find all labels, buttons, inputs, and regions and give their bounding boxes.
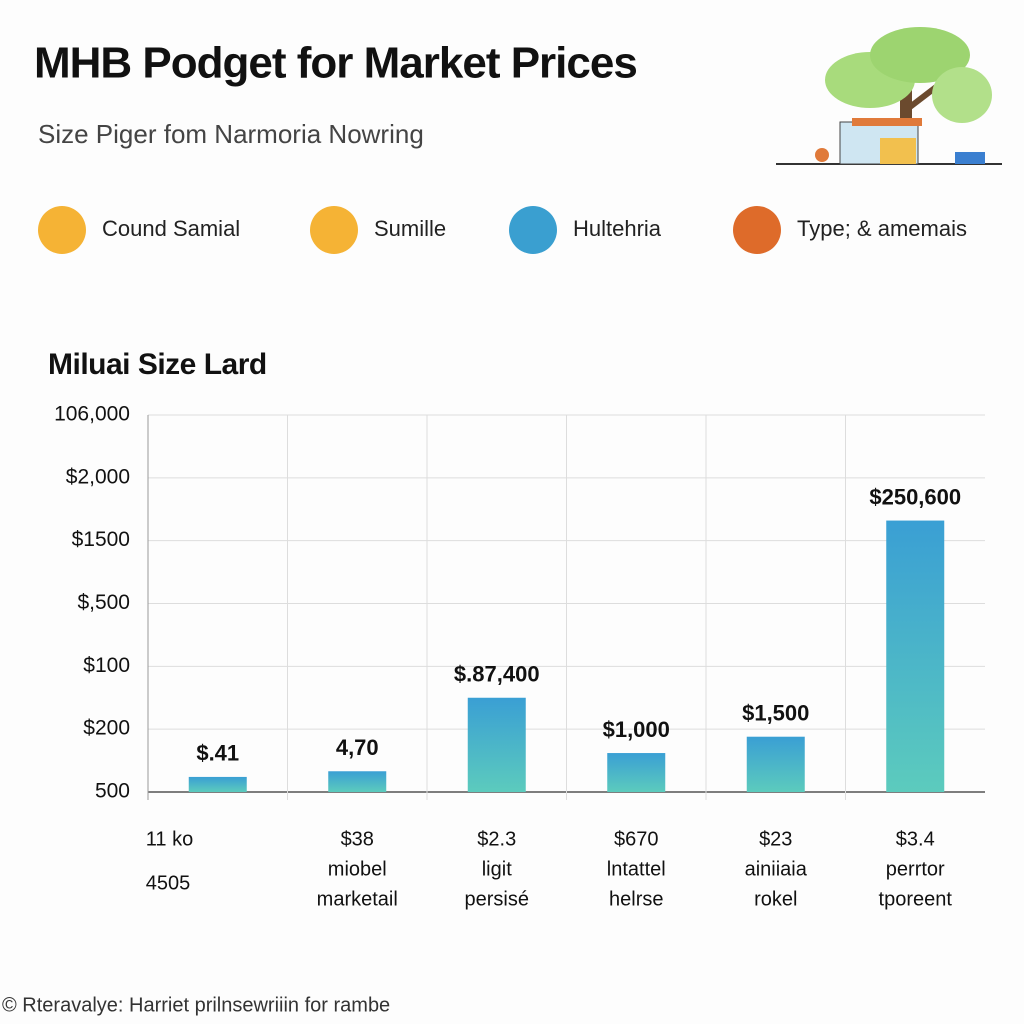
- bar: [607, 753, 666, 792]
- data-label: $250,600: [869, 484, 961, 509]
- x-tick-label: miobel: [328, 858, 387, 880]
- legend-label: Type; & amemais: [797, 216, 967, 241]
- legend-swatch: [733, 206, 781, 254]
- x-tick-label: $2.3: [477, 828, 516, 850]
- footer: © Rteravalye: Harriet prilnsewriiin for …: [2, 994, 390, 1016]
- bar: [746, 736, 805, 792]
- x-tick-label: marketail: [317, 888, 398, 910]
- legend-label: Hultehria: [573, 216, 662, 241]
- illustration: [776, 27, 1002, 165]
- legend-label: Cound Samial: [102, 216, 240, 241]
- x-tick-label: $670: [614, 828, 659, 850]
- x-tick-label: $3.4: [896, 828, 935, 850]
- chart-title: Miluai Size Lard: [48, 348, 267, 381]
- x-tick-label: $23: [759, 828, 792, 850]
- data-label: $1,500: [742, 701, 809, 726]
- data-label: $1,000: [603, 717, 670, 742]
- legend-swatch: [509, 206, 557, 254]
- x-tick-label: persisé: [465, 888, 529, 910]
- y-tick-label: $100: [83, 654, 130, 677]
- y-tick-label: $1500: [72, 528, 130, 551]
- x-tick-label: helrse: [609, 888, 663, 910]
- title: MHB Podget for Market Prices: [34, 39, 637, 88]
- bar: [328, 771, 387, 792]
- x-tick-label: $38: [341, 828, 374, 850]
- y-tick-label: $2,000: [66, 465, 130, 488]
- x-tick-label: perrtor: [886, 858, 945, 880]
- x-tick-label: 11 ko: [146, 828, 193, 850]
- legend-label: Sumille: [374, 216, 446, 241]
- bar: [467, 697, 526, 792]
- y-tick-label: $,500: [77, 591, 130, 614]
- data-label: $.87,400: [454, 662, 540, 687]
- y-tick-label: 500: [95, 780, 130, 803]
- x-tick-label: ainiiaia: [745, 858, 808, 880]
- subtitle: Size Piger fom Narmoria Nowring: [38, 119, 424, 149]
- legend-swatch: [310, 206, 358, 254]
- x-tick-label: tporeent: [879, 888, 953, 910]
- y-tick-label: $200: [83, 717, 130, 740]
- data-label: $.41: [196, 741, 239, 766]
- data-label: 4,70: [336, 735, 379, 760]
- x-tick-label: lntattel: [607, 858, 666, 880]
- x-tick-label: rokel: [754, 888, 797, 910]
- legend-swatch: [38, 206, 86, 254]
- x-tick-label: 4505: [146, 872, 191, 894]
- legend: Cound Samial Sumille Hultehria Type; & amem…: [38, 206, 967, 254]
- x-tick-label: ligit: [482, 858, 512, 880]
- bar: [188, 776, 247, 792]
- bar: [886, 520, 945, 792]
- y-tick-label: 106,000: [54, 403, 130, 426]
